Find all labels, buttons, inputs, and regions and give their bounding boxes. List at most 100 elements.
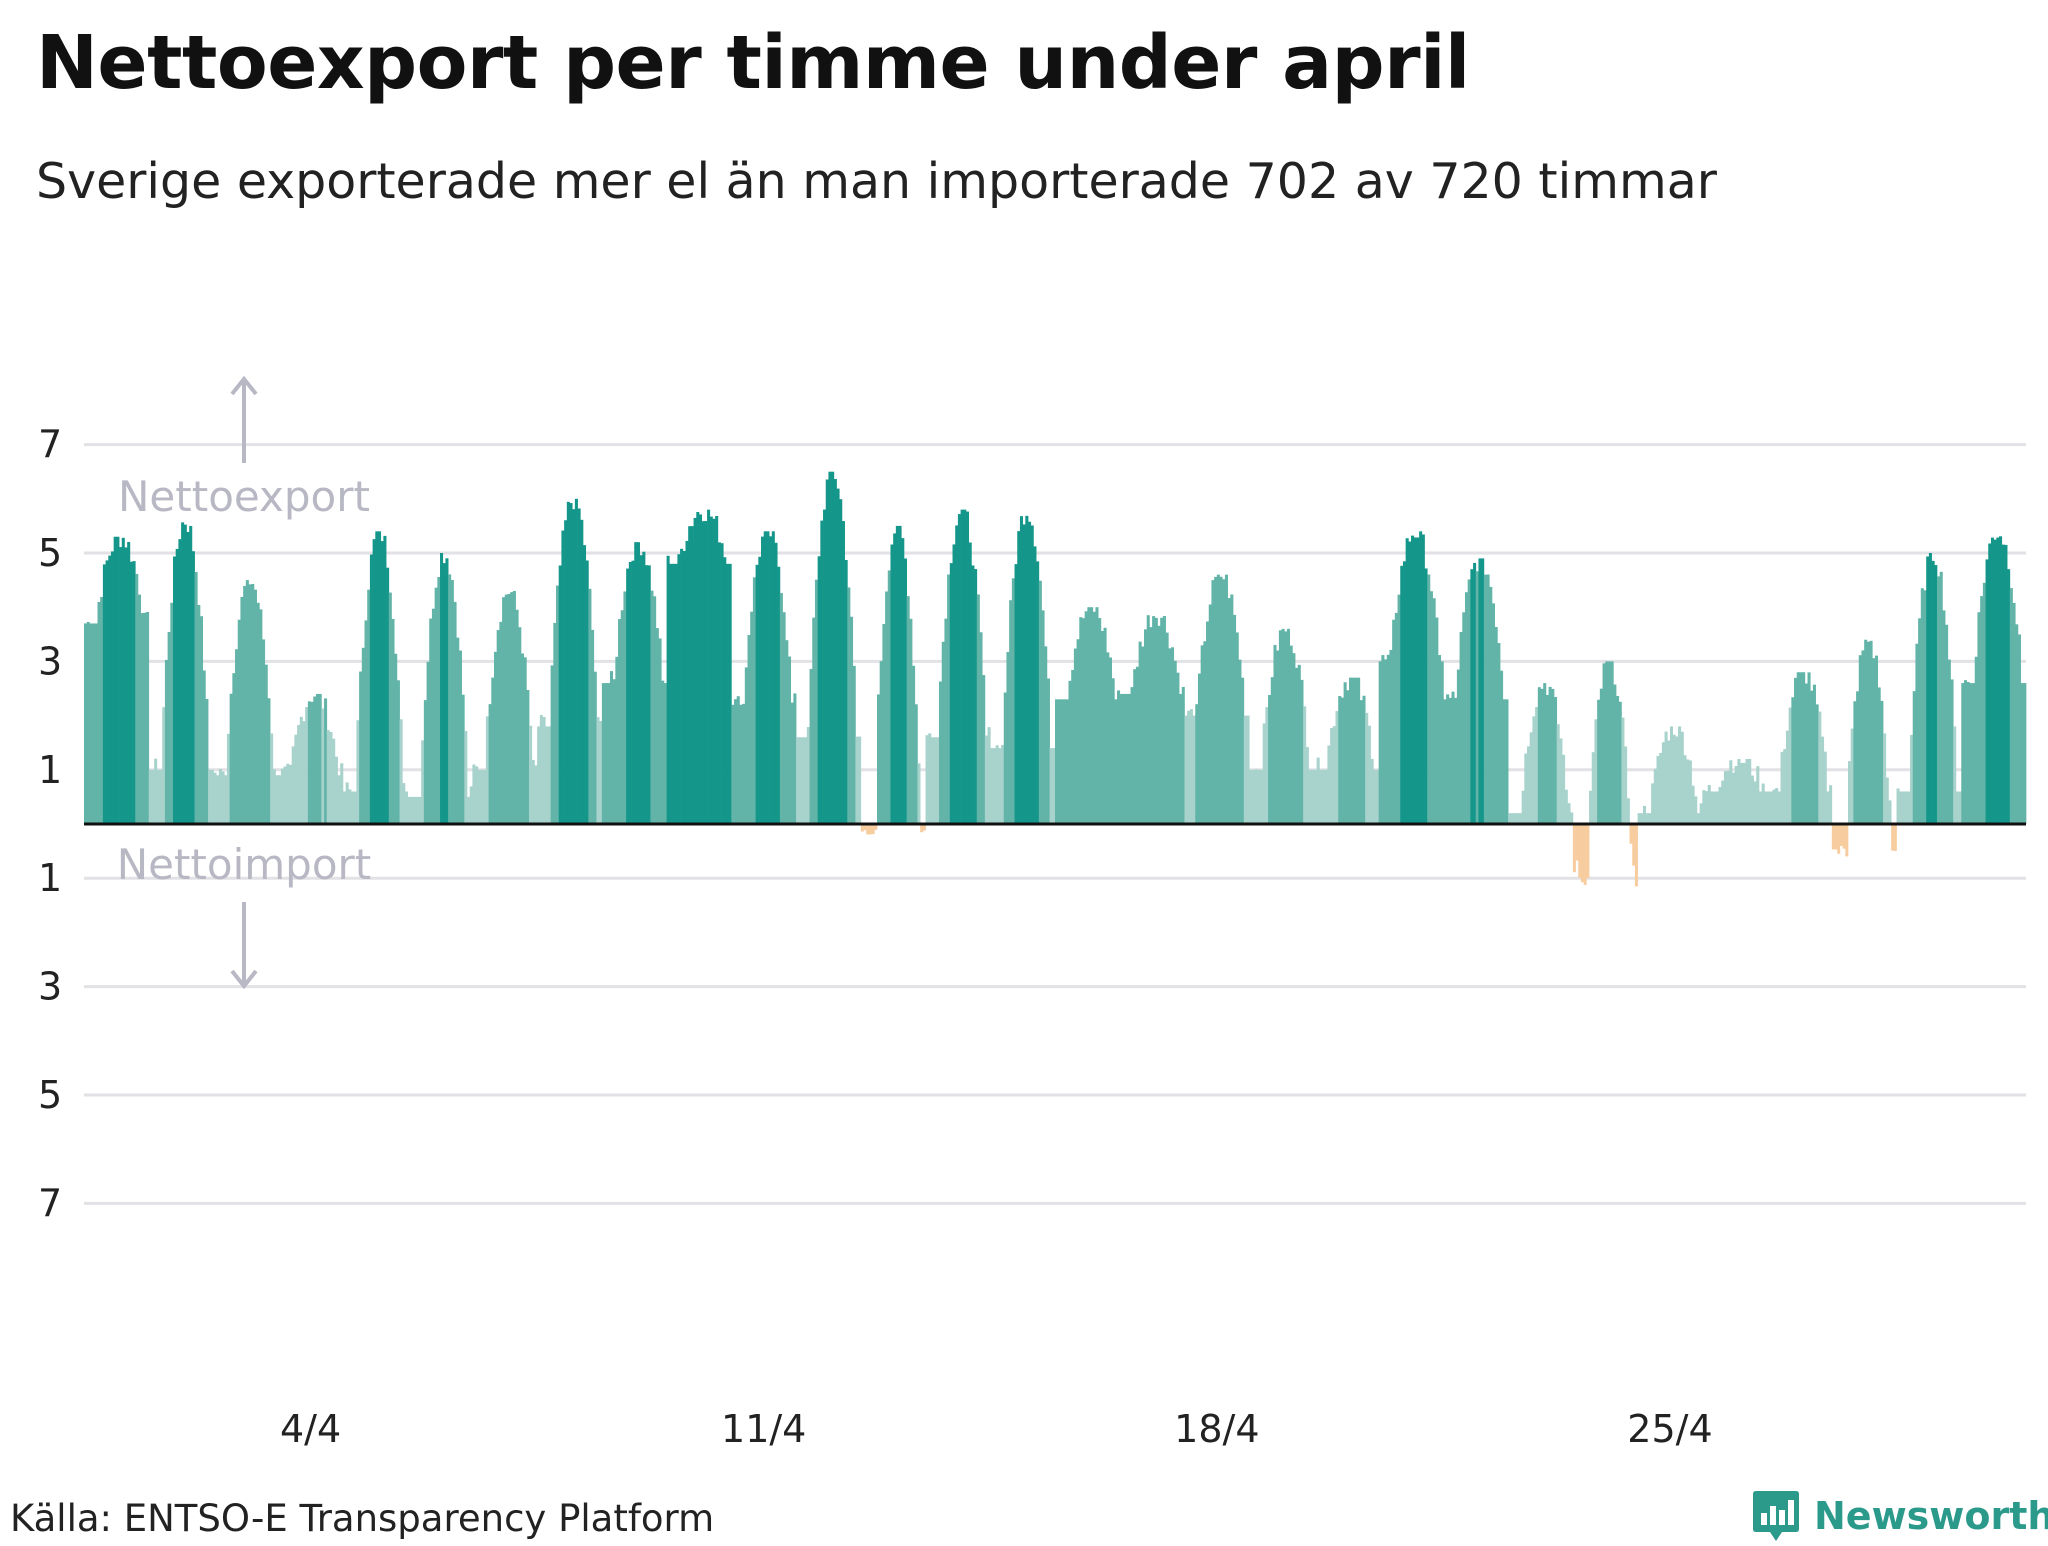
hour-bar — [1300, 679, 1304, 824]
hour-bar — [1284, 631, 1288, 824]
hour-bar — [240, 596, 244, 824]
hour-bar — [674, 563, 678, 824]
hour-bar — [582, 545, 587, 824]
hour-bar — [744, 667, 748, 824]
hour-bar — [205, 698, 209, 824]
hour-bar — [1918, 618, 1922, 824]
hour-bar — [288, 764, 293, 824]
hour-bar — [839, 499, 843, 824]
hour-bar — [782, 612, 786, 824]
hour-bar — [1791, 697, 1795, 824]
hour-bar — [615, 656, 619, 824]
hour-bar — [596, 717, 600, 824]
hour-bar — [197, 604, 201, 824]
hour-bar — [1756, 766, 1760, 824]
hour-bar — [1624, 746, 1628, 824]
hour-bar — [1680, 731, 1684, 824]
hour-bar — [1179, 693, 1183, 824]
hour-bar — [264, 664, 268, 824]
hour-bar — [825, 479, 829, 824]
hour-bar — [1866, 641, 1870, 824]
hour-bar — [1745, 758, 1749, 824]
chart-title: Nettoexport per timme under april — [36, 20, 1470, 106]
hour-bar — [1694, 796, 1698, 824]
hour-bar — [1829, 785, 1833, 824]
hour-bar — [707, 509, 711, 824]
hour-bar — [1543, 683, 1547, 824]
hour-bar — [1470, 569, 1474, 824]
hour-bar — [194, 572, 198, 824]
hour-bar — [448, 574, 452, 824]
import-label: Nettoimport — [117, 840, 372, 889]
hour-bar — [545, 726, 549, 824]
hour-bar — [512, 590, 516, 824]
hour-bar — [1095, 607, 1099, 824]
hour-bar — [698, 514, 703, 824]
hour-bar — [868, 824, 872, 835]
hour-bar — [1497, 643, 1501, 824]
hour-bar — [1259, 769, 1264, 824]
hour-bar — [850, 616, 854, 824]
hour-bar — [628, 561, 632, 824]
hour-bar — [650, 590, 654, 824]
hour-bar — [1540, 688, 1544, 824]
hour-bar — [963, 509, 967, 824]
hour-bar — [965, 511, 970, 824]
hour-bar — [1149, 627, 1153, 824]
hour-bar — [402, 783, 406, 824]
hour-bar — [1642, 805, 1647, 824]
hour-bar — [1648, 813, 1652, 824]
hour-bar — [1556, 724, 1560, 824]
y-axis-ticks: 7 5 3 1 1 3 5 7 — [38, 423, 62, 1226]
hour-bar — [636, 542, 640, 824]
hour-bar — [866, 824, 870, 835]
hour-bar — [1486, 574, 1490, 824]
hour-bar — [1810, 690, 1814, 824]
hour-bar — [380, 541, 384, 824]
hour-bar — [253, 589, 257, 824]
hour-bar — [127, 541, 131, 824]
hour-bar — [712, 518, 716, 824]
hour-bar — [1821, 736, 1825, 824]
hour-bar — [1847, 761, 1852, 824]
hour-bar — [720, 543, 724, 824]
hour-bar — [658, 638, 662, 824]
hour-bar — [189, 525, 193, 824]
hour-bar — [1265, 707, 1269, 824]
hour-bar — [607, 683, 611, 824]
hour-bar — [1289, 645, 1293, 824]
hour-bar — [1389, 649, 1393, 824]
y-tick-label: 3 — [38, 639, 62, 683]
hour-bar — [890, 544, 894, 824]
hour-bar — [210, 769, 214, 824]
hour-bar — [992, 748, 997, 824]
hour-bar — [275, 775, 279, 824]
hour-bar — [1610, 661, 1614, 824]
hour-bar — [564, 520, 568, 824]
hour-bar — [518, 627, 522, 824]
hour-bar — [1872, 658, 1876, 824]
newsworthy-logo: Newsworthy — [1752, 1486, 2048, 1546]
hour-bar — [1330, 728, 1334, 824]
hour-bar — [1796, 672, 1800, 824]
hour-bar — [1826, 791, 1830, 824]
hour-bar — [315, 693, 320, 824]
hour-bar — [1705, 791, 1709, 824]
hour-bar — [1988, 543, 1992, 824]
hour-bar — [1203, 641, 1207, 824]
hour-bar — [1516, 813, 1520, 824]
y-tick-label: 7 — [38, 1181, 62, 1225]
hour-bar — [874, 824, 878, 830]
hour-bar — [1087, 607, 1091, 824]
hour-bar — [1513, 813, 1517, 824]
hour-bar — [987, 727, 991, 824]
hour-bar — [1942, 610, 1946, 824]
hour-bar — [949, 563, 953, 824]
hour-bar — [369, 554, 373, 824]
hour-bar — [1883, 733, 1887, 824]
hour-bar — [715, 516, 719, 824]
hour-bar — [1904, 791, 1908, 824]
hour-bar — [1985, 559, 1989, 824]
hour-bar — [1427, 574, 1431, 824]
hour-bar — [1195, 704, 1199, 824]
